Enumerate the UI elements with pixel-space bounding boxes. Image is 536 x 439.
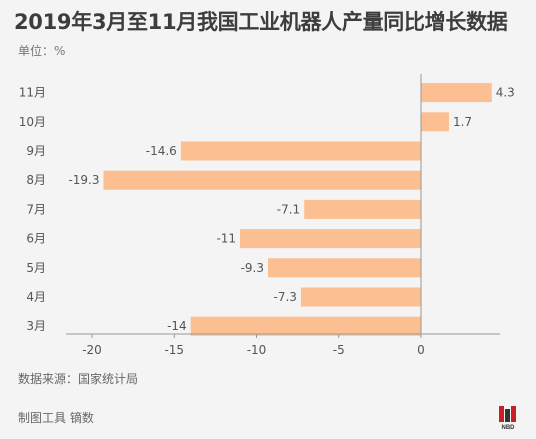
chart-maker-credit: 制图工具 镝数 <box>18 411 94 425</box>
nbd-logo: NBD <box>499 406 516 431</box>
category-label-3: 8月 <box>26 173 46 187</box>
bar-0 <box>421 83 492 103</box>
value-label-7: -7.3 <box>273 290 296 304</box>
x-tick-label-3: -5 <box>333 343 345 357</box>
category-label-8: 3月 <box>26 319 46 333</box>
category-label-4: 7月 <box>26 202 46 216</box>
bar-4 <box>304 199 421 219</box>
value-label-0: 4.3 <box>496 86 515 100</box>
value-label-6: -9.3 <box>241 261 264 275</box>
bar-5 <box>240 229 421 249</box>
bar-7 <box>300 287 421 307</box>
category-label-5: 6月 <box>26 232 46 246</box>
category-label-1: 10月 <box>19 115 46 129</box>
x-tick-label-1: -15 <box>164 343 184 357</box>
category-label-2: 9月 <box>26 144 46 158</box>
bar-3 <box>103 170 421 190</box>
value-label-4: -7.1 <box>277 202 300 216</box>
bar-1 <box>421 112 449 132</box>
chart-title: 2019年3月至11月我国工业机器人产量同比增长数据 <box>14 10 508 34</box>
value-label-2: -14.6 <box>146 144 177 158</box>
unit-label: 单位：% <box>18 44 66 58</box>
value-label-5: -11 <box>216 232 236 246</box>
bar-2 <box>180 141 421 161</box>
logo-text: NBD <box>502 425 516 431</box>
category-label-6: 5月 <box>26 261 46 275</box>
value-label-1: 1.7 <box>453 115 472 129</box>
value-label-8: -14 <box>167 319 187 333</box>
bar-6 <box>268 258 421 278</box>
category-label-7: 4月 <box>26 290 46 304</box>
x-tick-label-2: -10 <box>247 343 267 357</box>
category-label-0: 11月 <box>19 86 46 100</box>
bar-8 <box>190 316 421 336</box>
data-source: 数据来源：国家统计局 <box>18 372 139 386</box>
x-tick-label-4: 0 <box>417 343 425 357</box>
value-label-3: -19.3 <box>68 173 99 187</box>
x-tick-label-0: -20 <box>82 343 102 357</box>
